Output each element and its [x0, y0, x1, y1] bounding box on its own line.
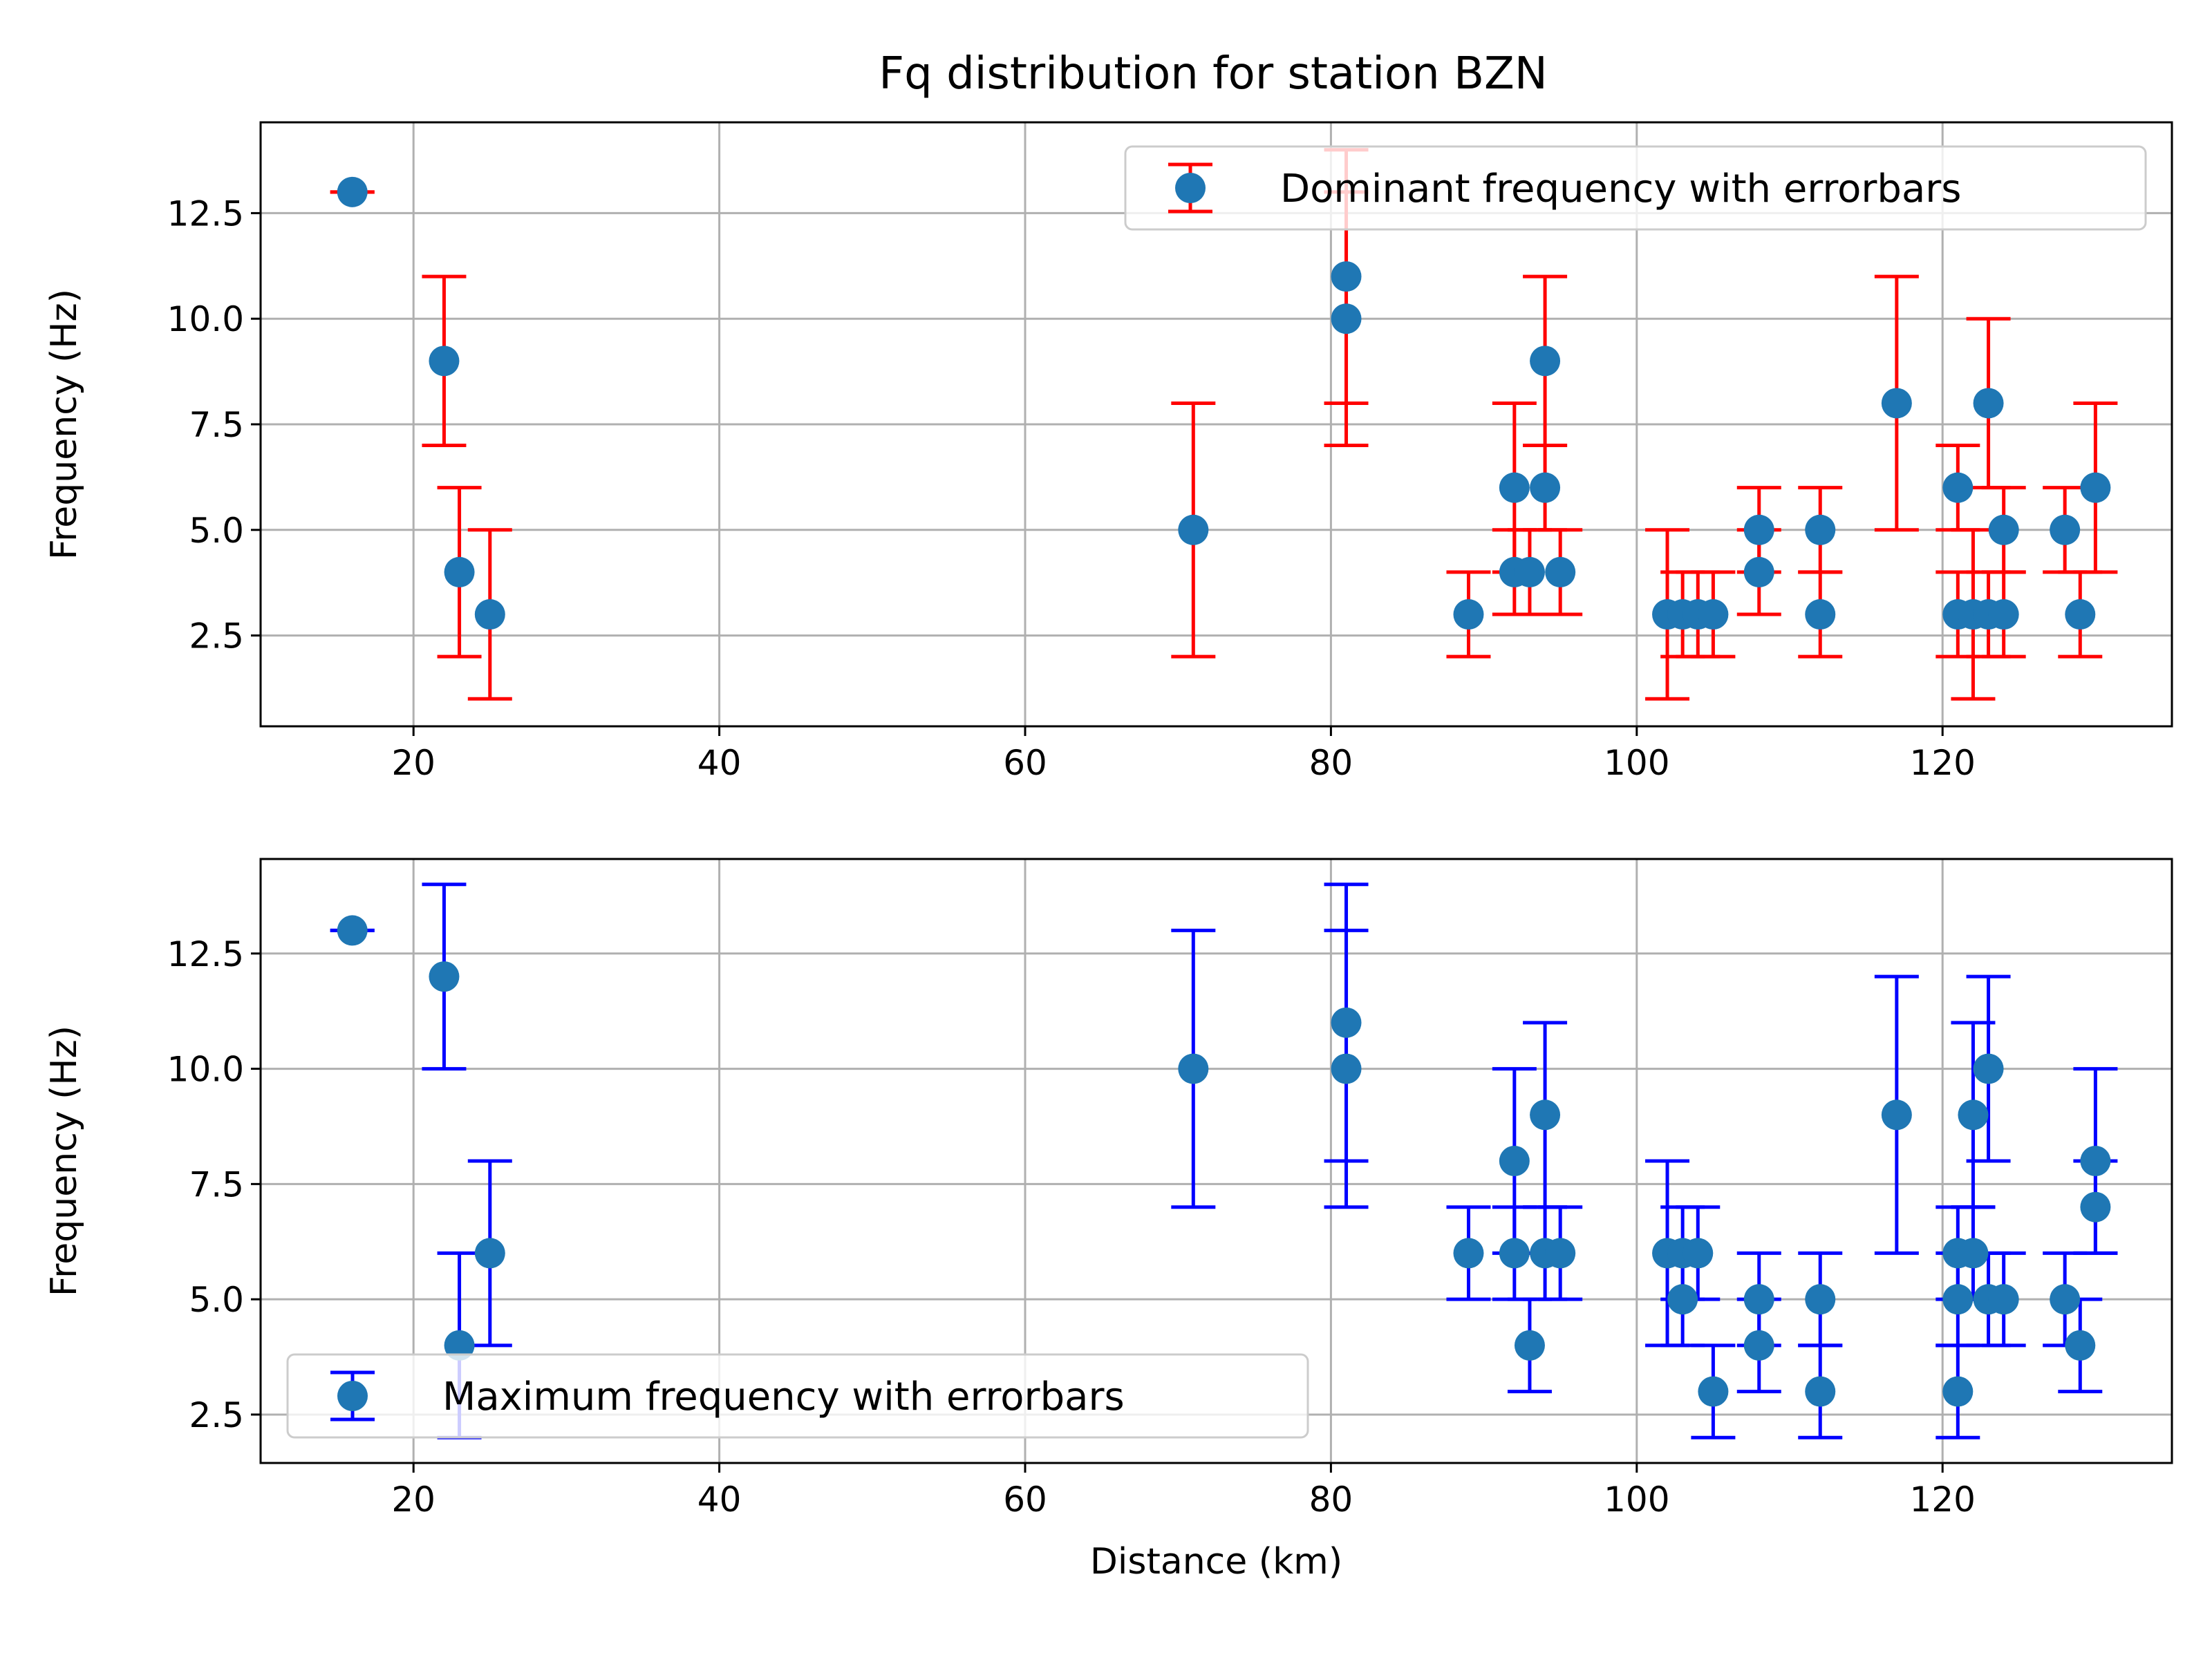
- data-point: [1331, 1007, 1362, 1038]
- y-tick-label: 2.5: [189, 616, 244, 657]
- y-tick-label: 7.5: [189, 405, 244, 445]
- y-tick-label: 12.5: [167, 193, 244, 234]
- data-point: [1530, 346, 1561, 377]
- data-point: [1743, 1284, 1774, 1315]
- data-point: [1178, 1053, 1209, 1084]
- data-point: [1514, 556, 1545, 587]
- x-tick-label: 100: [1604, 1480, 1669, 1520]
- legend-box: [286, 1353, 1309, 1439]
- data-point: [2080, 1191, 2111, 1222]
- data-point: [1942, 1284, 1974, 1315]
- data-point: [1698, 1376, 1729, 1407]
- data-point: [1743, 1330, 1774, 1361]
- data-point: [1331, 261, 1362, 292]
- data-point: [444, 556, 475, 587]
- x-axis-label: Distance (km): [1090, 1541, 1342, 1583]
- data-point: [1973, 1053, 2004, 1084]
- data-point: [1881, 388, 1912, 419]
- x-tick-label: 100: [1604, 743, 1669, 783]
- x-tick-label: 80: [1309, 743, 1353, 783]
- x-tick-label: 80: [1309, 1480, 1353, 1520]
- data-point: [1942, 472, 1974, 503]
- x-tick-label: 60: [1003, 743, 1047, 783]
- data-point: [1178, 514, 1209, 545]
- legend-label: Dominant frequency with errorbars: [1280, 167, 1961, 211]
- data-point: [1530, 1099, 1561, 1131]
- data-point: [1942, 1376, 1974, 1407]
- data-point: [2050, 1284, 2081, 1315]
- x-tick-label: 20: [391, 1480, 435, 1520]
- x-tick-label: 40: [697, 1480, 742, 1520]
- y-tick-label: 12.5: [167, 934, 244, 974]
- data-point: [1331, 303, 1362, 334]
- data-point: [1499, 1238, 1530, 1269]
- y-tick-label: 10.0: [167, 1050, 244, 1090]
- dominant-frequency-panel: 20 40 60 80 100 120 2.5 5.0 7.5 10.0 12.5 Frequency…: [44, 121, 2173, 783]
- y-axis-label: Frequency (Hz): [44, 1026, 85, 1296]
- data-point: [1667, 1284, 1698, 1315]
- data-point: [1988, 1284, 2019, 1315]
- data-point: [337, 176, 368, 207]
- data-point: [1453, 1238, 1484, 1269]
- legend-box: [1124, 145, 2147, 231]
- chart-title: Fq distribution for station BZN: [879, 48, 1547, 100]
- data-point: [1805, 514, 1836, 545]
- maximum-frequency-panel: 20 40 60 80 100 120 2.5 5.0 7.5 10.0 12.5 Frequency…: [44, 858, 2173, 1583]
- legend-marker: [1175, 173, 1206, 203]
- data-point: [1805, 1376, 1836, 1407]
- y-tick-label: 7.5: [189, 1164, 244, 1205]
- data-point: [2050, 514, 2081, 545]
- y-tick-label: 10.0: [167, 299, 244, 339]
- data-point: [444, 1330, 475, 1361]
- plot-frame: [259, 858, 2173, 1464]
- legend: Dominant frequency with errorbars: [1124, 145, 2147, 231]
- data-point: [2080, 472, 2111, 503]
- data-point: [429, 346, 460, 377]
- data-point: [1453, 599, 1484, 630]
- data-point: [1743, 514, 1774, 545]
- legend-marker: [337, 1381, 368, 1411]
- data-point: [1514, 1330, 1545, 1361]
- data-point: [1988, 514, 2019, 545]
- data-point: [474, 1238, 505, 1269]
- y-tick-label: 5.0: [189, 511, 244, 551]
- data-point: [1698, 599, 1729, 630]
- data-point: [1805, 599, 1836, 630]
- data-point: [1988, 599, 2019, 630]
- x-tick-label: 20: [391, 743, 435, 783]
- y-tick-label: 2.5: [189, 1395, 244, 1435]
- y-tick-label: 5.0: [189, 1280, 244, 1320]
- data-point: [1545, 556, 1576, 587]
- data-point: [2080, 1146, 2111, 1176]
- data-point: [337, 915, 368, 946]
- data-point: [1743, 556, 1774, 587]
- data-point: [1958, 1099, 1989, 1131]
- plot-frame: [259, 121, 2173, 728]
- legend: Maximum frequency with errorbars: [286, 1353, 1309, 1439]
- data-point: [2065, 599, 2096, 630]
- x-tick-label: 120: [1909, 743, 1975, 783]
- x-tick-label: 60: [1003, 1480, 1047, 1520]
- data-point: [1499, 1146, 1530, 1176]
- data-point: [1331, 1053, 1362, 1084]
- data-point: [1881, 1099, 1912, 1131]
- legend-label: Maximum frequency with errorbars: [442, 1375, 1125, 1419]
- data-point: [1530, 472, 1561, 503]
- y-axis-label: Frequency (Hz): [44, 289, 85, 560]
- data-point: [1499, 472, 1530, 503]
- data-point: [1545, 1238, 1576, 1269]
- x-tick-label: 120: [1909, 1480, 1975, 1520]
- x-tick-label: 40: [697, 743, 742, 783]
- data-point: [429, 961, 460, 992]
- data-point: [2065, 1330, 2096, 1361]
- data-point: [1958, 1238, 1989, 1269]
- data-point: [1683, 1238, 1714, 1269]
- data-point: [474, 599, 505, 630]
- data-point: [1973, 388, 2004, 419]
- data-point: [1805, 1284, 1836, 1315]
